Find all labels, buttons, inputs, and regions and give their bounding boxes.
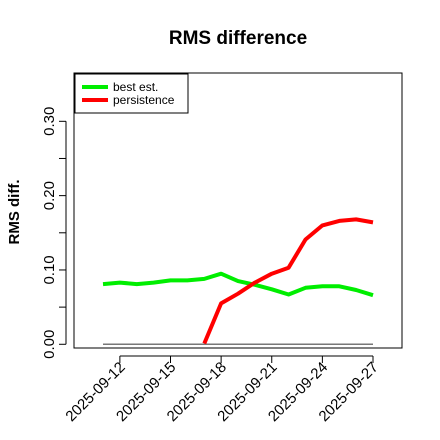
legend-box bbox=[74, 73, 189, 114]
y-axis: 0.00 0.10 0.20 0.30 bbox=[41, 107, 67, 359]
y-tick-label: 0.30 bbox=[41, 107, 58, 136]
series-line-persistence bbox=[202, 217, 374, 345]
legend: best est.persistence bbox=[74, 73, 189, 114]
series-layer bbox=[102, 217, 374, 346]
x-axis: 2025-09-122025-09-152025-09-182025-09-21… bbox=[62, 355, 382, 425]
y-tick-label: 0.10 bbox=[41, 255, 58, 284]
legend-label: best est. bbox=[113, 80, 158, 94]
chart-title: RMS difference bbox=[169, 28, 307, 49]
y-tick-label: 0.00 bbox=[41, 330, 58, 359]
series-line-best-est- bbox=[102, 271, 374, 298]
legend-label: persistence bbox=[113, 93, 175, 107]
y-tick-label: 0.20 bbox=[41, 181, 58, 210]
plot-frame bbox=[73, 72, 403, 349]
y-axis-label: RMS diff. bbox=[6, 180, 23, 245]
